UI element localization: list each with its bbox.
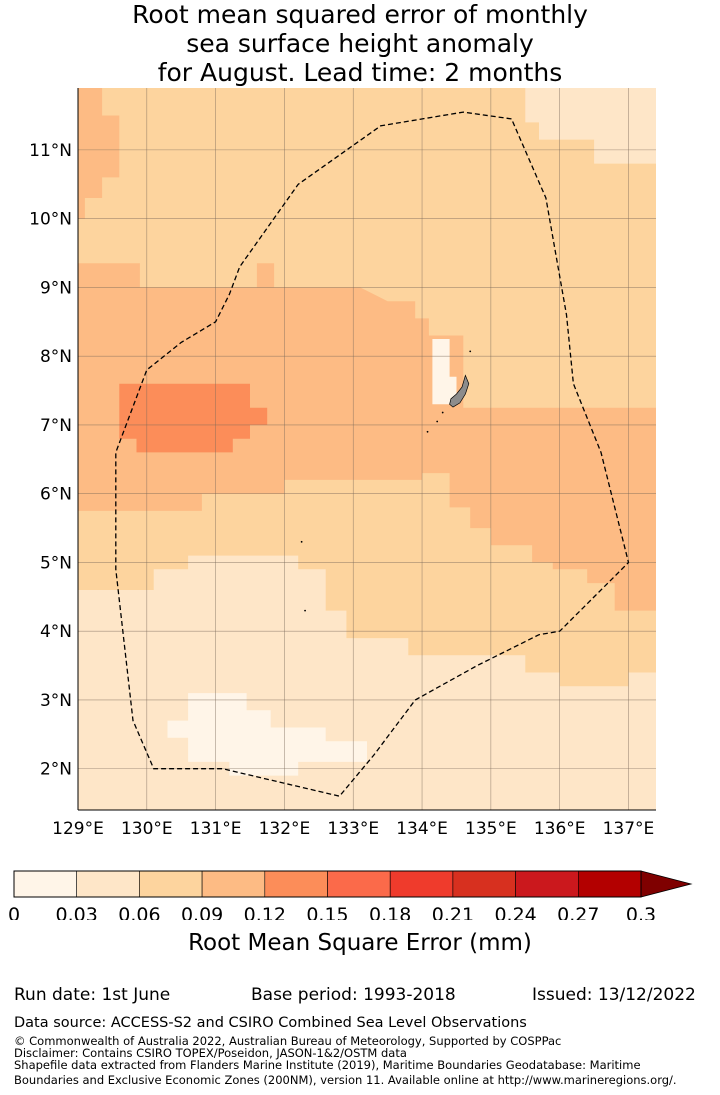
colorbar-cell bbox=[389, 870, 454, 898]
graticule bbox=[78, 88, 656, 810]
rmse-field bbox=[78, 88, 656, 810]
shapefile-credit-1: Shapefile data extracted from Flanders M… bbox=[14, 1058, 641, 1072]
lat-tick-label: 9°N bbox=[40, 278, 72, 298]
colorbar-cell bbox=[264, 870, 328, 898]
title-line-2: sea surface height anomaly bbox=[186, 29, 534, 58]
colorbar-cell bbox=[76, 870, 140, 898]
issued-date: Issued: 13/12/2022 bbox=[532, 985, 696, 1005]
colorbar-tick-label: 0.3 bbox=[626, 904, 656, 920]
lat-tick-label: 10°N bbox=[29, 210, 72, 230]
rmse-region-5 bbox=[525, 88, 656, 164]
lat-tick-label: 11°N bbox=[29, 141, 72, 161]
map-title: Root mean squared error of monthly sea s… bbox=[0, 0, 720, 87]
colorbar-cell bbox=[13, 870, 78, 898]
lon-tick-label: 132°E bbox=[259, 819, 311, 839]
islet-3 bbox=[469, 350, 472, 353]
colorbar-cell bbox=[452, 870, 516, 898]
colorbar-tick-label: 0.18 bbox=[369, 904, 411, 920]
lat-tick-label: 4°N bbox=[40, 622, 72, 642]
colorbar-tick-label: 0.21 bbox=[432, 904, 474, 920]
lat-tick-label: 7°N bbox=[40, 416, 72, 436]
colorbar-extend-arrow bbox=[640, 870, 693, 898]
rmse-region-1 bbox=[78, 88, 120, 219]
rmse-region-2 bbox=[78, 263, 656, 611]
colorbar-tick-label: 0.12 bbox=[244, 904, 286, 920]
lon-tick-label: 130°E bbox=[121, 819, 173, 839]
island-0 bbox=[449, 374, 470, 408]
islet-5 bbox=[304, 609, 306, 612]
colorbar-cell bbox=[201, 870, 266, 898]
base-period: Base period: 1993-2018 bbox=[251, 985, 456, 1005]
colorbar-cell bbox=[327, 870, 391, 898]
copyright: © Commonwealth of Australia 2022, Austra… bbox=[14, 1034, 562, 1048]
shapefile-credit-2: Boundaries and Exclusive Economic Zones … bbox=[14, 1073, 677, 1087]
colorbar-cell bbox=[139, 870, 203, 898]
rmse-region-3 bbox=[119, 383, 268, 453]
lat-tick-label: 5°N bbox=[40, 553, 72, 573]
colorbar-ticks: 0 0.03 0.06 0.09 0.12 0.15 0.18 0.21 0.24 0.27 0.3 bbox=[8, 904, 656, 920]
islet-4 bbox=[300, 540, 303, 543]
lon-tick-label: 129°E bbox=[52, 819, 104, 839]
title-line-1: Root mean squared error of monthly bbox=[132, 0, 588, 29]
lon-tick-label: 136°E bbox=[534, 819, 586, 839]
colorbar-cell bbox=[515, 870, 579, 898]
map-panel: 129°E 130°E 131°E 132°E 133°E 134°E 135°E 136°E… bbox=[29, 88, 656, 839]
lat-tick-label: 6°N bbox=[40, 485, 72, 505]
islet-2 bbox=[441, 411, 444, 414]
disclaimer: Disclaimer: Contains CSIRO TOPEX/Poseido… bbox=[14, 1046, 407, 1060]
colorbar-cells bbox=[13, 870, 693, 898]
colorbar-tick-label: 0 bbox=[8, 904, 20, 920]
title-line-3: for August. Lead time: 2 months bbox=[157, 58, 563, 87]
eez-boundary bbox=[115, 111, 630, 797]
lon-tick-label: 131°E bbox=[190, 819, 242, 839]
colorbar-tick-label: 0.06 bbox=[118, 904, 160, 920]
lon-tick-label: 135°E bbox=[465, 819, 517, 839]
colorbar: 0 0.03 0.06 0.09 0.12 0.15 0.18 0.21 0.24 0.27 0.3 bbox=[8, 870, 693, 920]
lon-tick-label: 137°E bbox=[603, 819, 655, 839]
islet-1 bbox=[436, 420, 439, 423]
lat-tick-label: 3°N bbox=[40, 691, 72, 711]
colorbar-label: Root Mean Square Error (mm) bbox=[188, 930, 532, 956]
land-mass bbox=[300, 350, 472, 612]
colorbar-tick-label: 0.09 bbox=[181, 904, 223, 920]
colorbar-outline bbox=[13, 870, 642, 898]
colorbar-tick-label: 0.03 bbox=[56, 904, 98, 920]
lon-tick-label: 133°E bbox=[327, 819, 379, 839]
colorbar-tick-label: 0.27 bbox=[557, 904, 599, 920]
colorbar-tick-label: 0.24 bbox=[494, 904, 536, 920]
lon-tick-label: 134°E bbox=[396, 819, 448, 839]
rmse-region-6 bbox=[167, 693, 367, 776]
data-source: Data source: ACCESS-S2 and CSIRO Combine… bbox=[14, 1015, 527, 1031]
colorbar-cell bbox=[577, 870, 642, 898]
rmse-region-7 bbox=[432, 339, 457, 405]
colorbar-tick-label: 0.15 bbox=[306, 904, 348, 920]
lat-tick-label: 2°N bbox=[40, 760, 72, 780]
lat-tick-label: 8°N bbox=[40, 347, 72, 367]
islet-0 bbox=[426, 430, 429, 433]
run-date: Run date: 1st June bbox=[14, 985, 171, 1005]
axis-ticks: 129°E 130°E 131°E 132°E 133°E 134°E 135°E 136°E… bbox=[29, 141, 654, 839]
